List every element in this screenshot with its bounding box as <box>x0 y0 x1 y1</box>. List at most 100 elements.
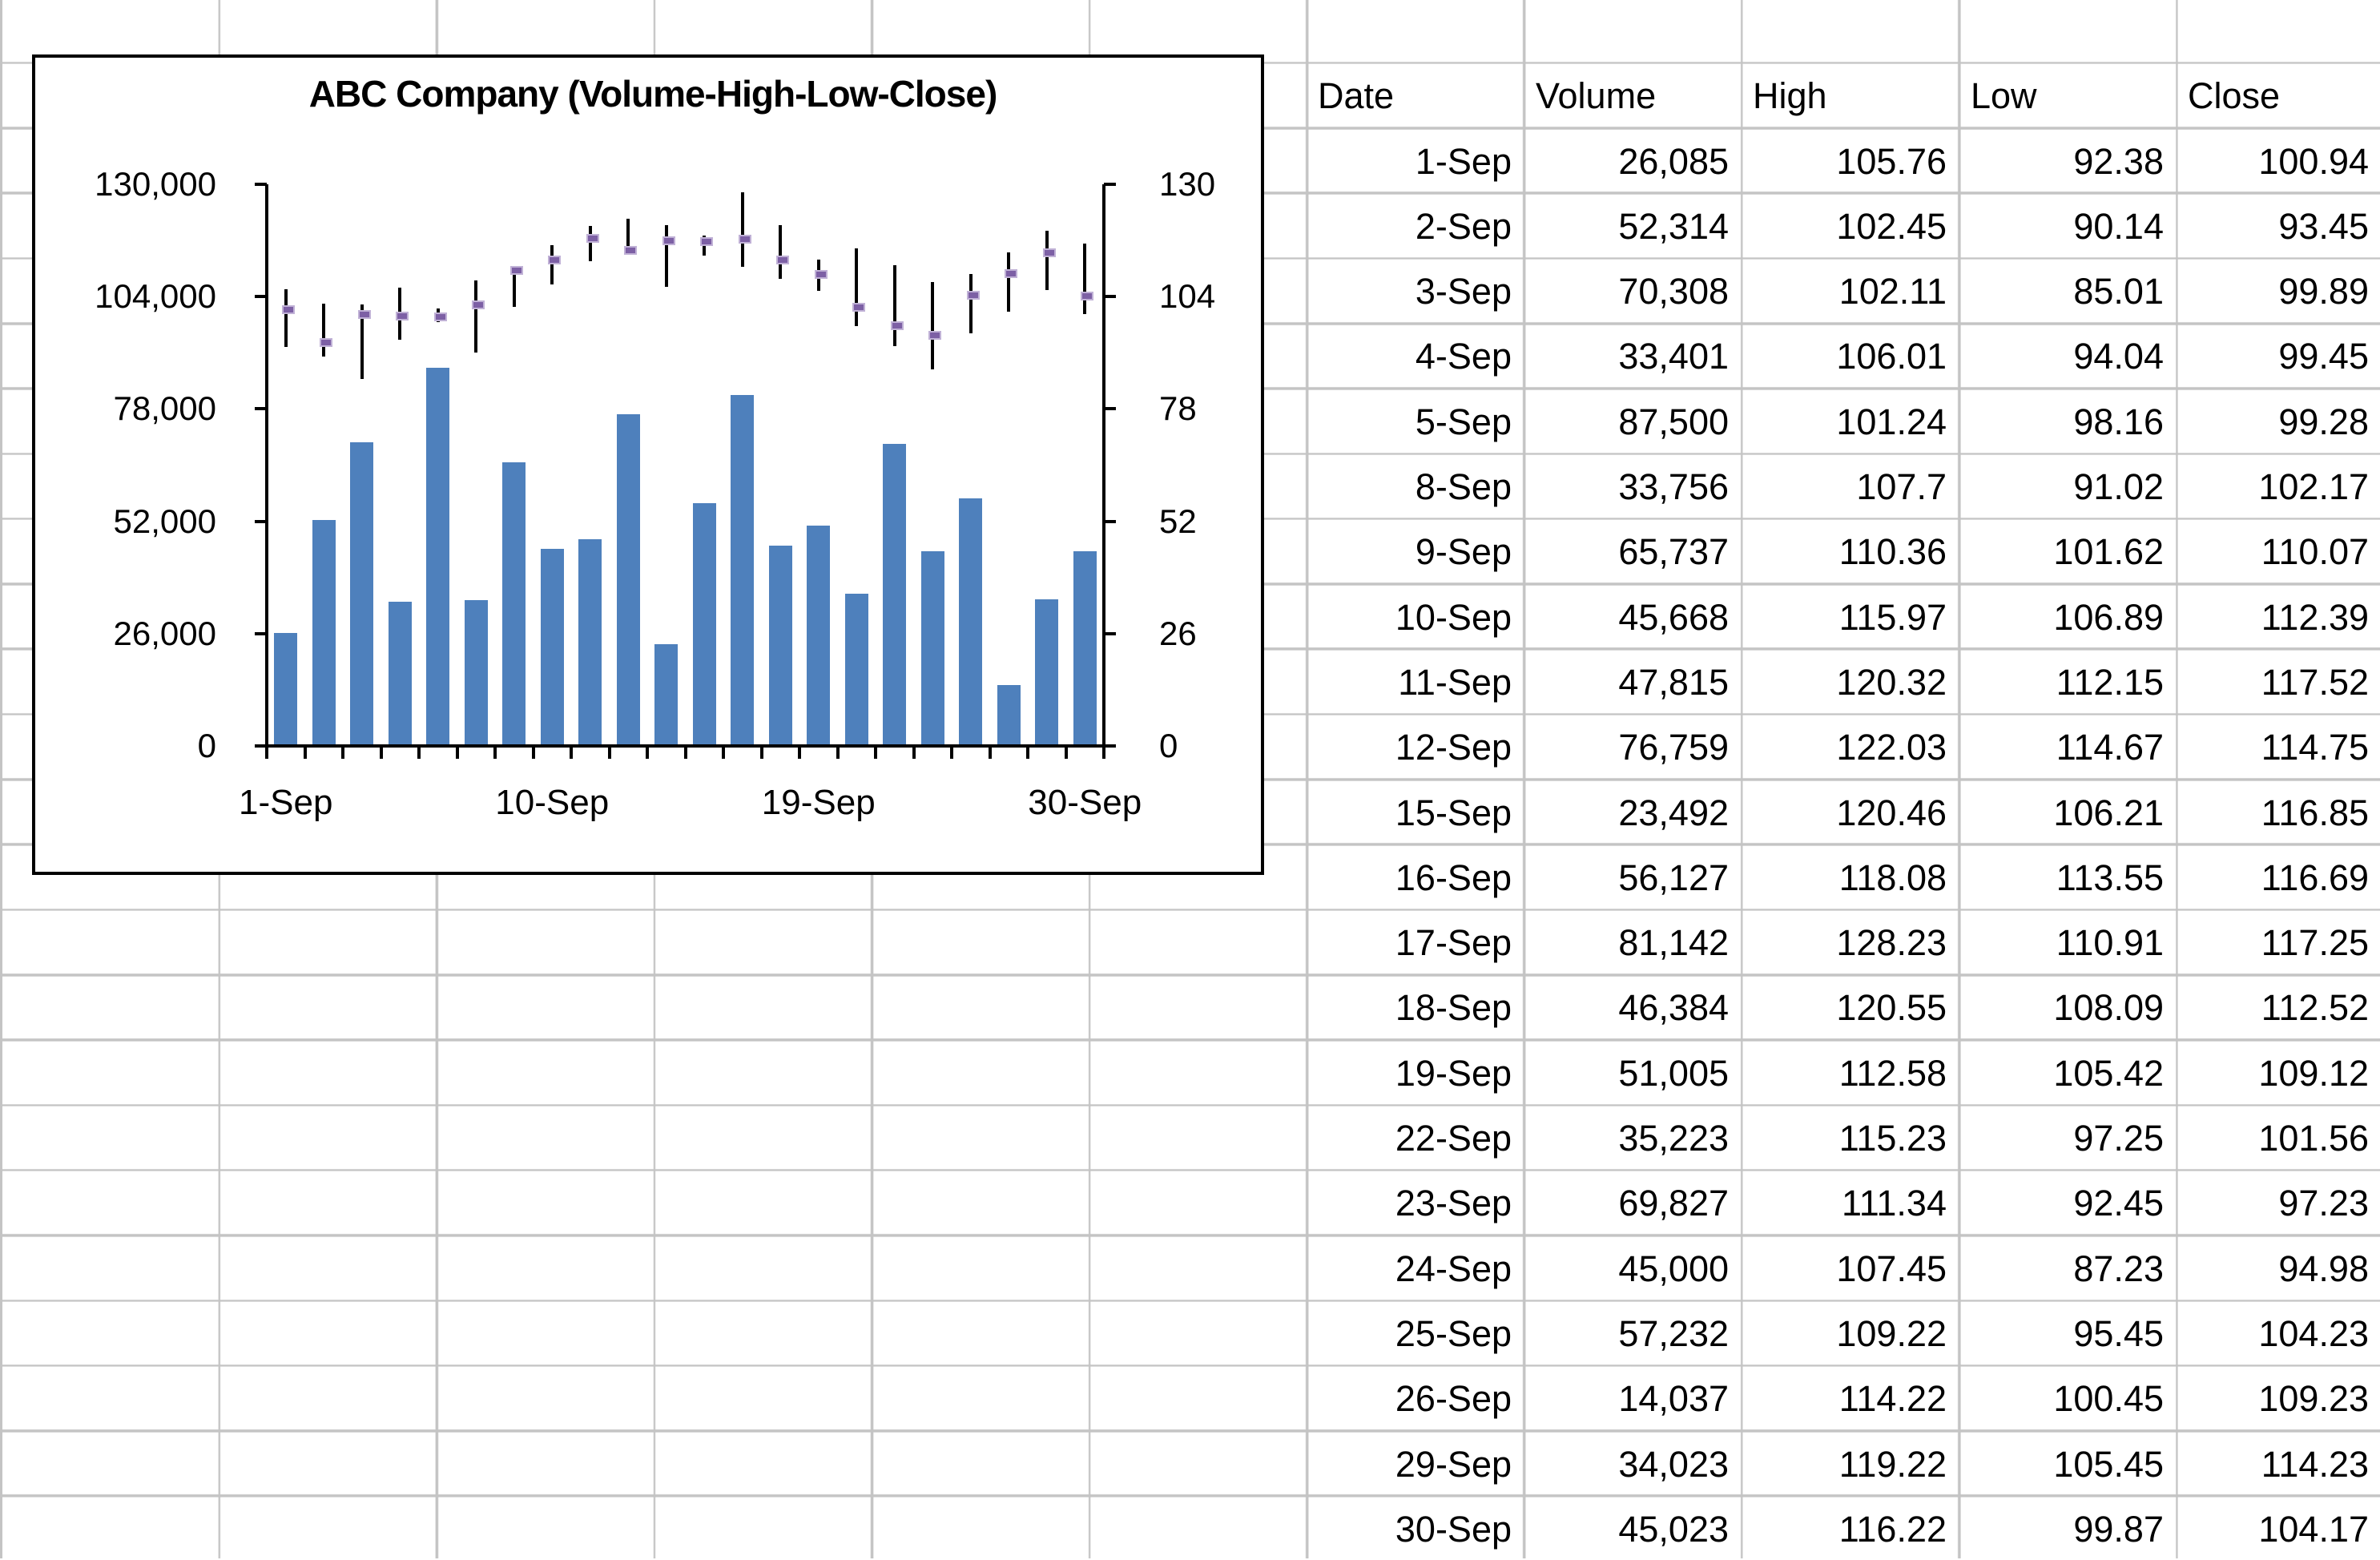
column-header-low[interactable]: Low <box>1971 75 2037 117</box>
date-cell[interactable]: 25-Sep <box>1395 1312 1512 1354</box>
value-cell[interactable]: 94.98 <box>2278 1248 2369 1289</box>
value-cell[interactable]: 110.07 <box>2261 531 2369 573</box>
value-cell[interactable]: 46,384 <box>1618 987 1729 1029</box>
value-cell[interactable]: 99.89 <box>2278 271 2369 312</box>
value-cell[interactable]: 117.52 <box>2261 661 2369 703</box>
date-cell[interactable]: 2-Sep <box>1415 205 1512 247</box>
date-cell[interactable]: 18-Sep <box>1395 987 1512 1029</box>
value-cell[interactable]: 35,223 <box>1618 1118 1729 1159</box>
value-cell[interactable]: 92.38 <box>2073 140 2164 182</box>
value-cell[interactable]: 99.28 <box>2278 401 2369 442</box>
date-cell[interactable]: 30-Sep <box>1395 1508 1512 1550</box>
date-cell[interactable]: 4-Sep <box>1415 336 1512 377</box>
date-cell[interactable]: 5-Sep <box>1415 401 1512 442</box>
value-cell[interactable]: 122.03 <box>1836 727 1947 768</box>
value-cell[interactable]: 116.85 <box>2261 792 2369 833</box>
value-cell[interactable]: 92.45 <box>2073 1183 2164 1224</box>
date-cell[interactable]: 9-Sep <box>1415 531 1512 573</box>
date-cell[interactable]: 11-Sep <box>1398 661 1512 703</box>
value-cell[interactable]: 99.87 <box>2073 1508 2164 1550</box>
value-cell[interactable]: 128.23 <box>1836 922 1947 964</box>
value-cell[interactable]: 119.22 <box>1838 1443 1947 1485</box>
value-cell[interactable]: 107.7 <box>1856 466 1947 508</box>
date-cell[interactable]: 8-Sep <box>1415 466 1512 508</box>
value-cell[interactable]: 70,308 <box>1618 271 1729 312</box>
date-cell[interactable]: 29-Sep <box>1395 1443 1512 1485</box>
value-cell[interactable]: 87,500 <box>1618 401 1729 442</box>
value-cell[interactable]: 76,759 <box>1618 727 1729 768</box>
value-cell[interactable]: 33,401 <box>1618 336 1729 377</box>
value-cell[interactable]: 114.23 <box>2261 1443 2369 1485</box>
value-cell[interactable]: 109.12 <box>2258 1052 2369 1094</box>
value-cell[interactable]: 94.04 <box>2073 336 2164 377</box>
value-cell[interactable]: 105.76 <box>1836 140 1947 182</box>
date-cell[interactable]: 15-Sep <box>1395 792 1512 833</box>
value-cell[interactable]: 105.42 <box>2053 1052 2164 1094</box>
value-cell[interactable]: 95.45 <box>2073 1312 2164 1354</box>
value-cell[interactable]: 51,005 <box>1618 1052 1729 1094</box>
value-cell[interactable]: 47,815 <box>1618 661 1729 703</box>
column-header-date[interactable]: Date <box>1318 75 1395 117</box>
value-cell[interactable]: 45,668 <box>1618 596 1729 638</box>
value-cell[interactable]: 33,756 <box>1618 466 1729 508</box>
value-cell[interactable]: 98.16 <box>2073 401 2164 442</box>
value-cell[interactable]: 120.46 <box>1836 792 1947 833</box>
date-cell[interactable]: 12-Sep <box>1395 727 1512 768</box>
value-cell[interactable]: 116.69 <box>2261 857 2369 898</box>
column-header-high[interactable]: High <box>1753 75 1827 117</box>
date-cell[interactable]: 26-Sep <box>1395 1378 1512 1420</box>
value-cell[interactable]: 45,023 <box>1618 1508 1729 1550</box>
value-cell[interactable]: 109.23 <box>2258 1378 2369 1420</box>
value-cell[interactable]: 117.25 <box>2261 922 2369 964</box>
date-cell[interactable]: 17-Sep <box>1395 922 1512 964</box>
value-cell[interactable]: 105.45 <box>2053 1443 2164 1485</box>
value-cell[interactable]: 99.45 <box>2278 336 2369 377</box>
value-cell[interactable]: 102.45 <box>1836 205 1947 247</box>
value-cell[interactable]: 106.89 <box>2053 596 2164 638</box>
value-cell[interactable]: 112.52 <box>2261 987 2369 1029</box>
value-cell[interactable]: 114.67 <box>2056 727 2164 768</box>
value-cell[interactable]: 57,232 <box>1618 1312 1729 1354</box>
value-cell[interactable]: 112.58 <box>1838 1052 1947 1094</box>
value-cell[interactable]: 97.23 <box>2278 1183 2369 1224</box>
value-cell[interactable]: 111.34 <box>1842 1183 1947 1224</box>
date-cell[interactable]: 3-Sep <box>1415 271 1512 312</box>
value-cell[interactable]: 101.56 <box>2258 1118 2369 1159</box>
value-cell[interactable]: 114.22 <box>1838 1378 1947 1420</box>
value-cell[interactable]: 87.23 <box>2073 1248 2164 1289</box>
date-cell[interactable]: 24-Sep <box>1395 1248 1512 1289</box>
value-cell[interactable]: 100.45 <box>2053 1378 2164 1420</box>
value-cell[interactable]: 81,142 <box>1618 922 1729 964</box>
value-cell[interactable]: 34,023 <box>1618 1443 1729 1485</box>
value-cell[interactable]: 65,737 <box>1618 531 1729 573</box>
value-cell[interactable]: 114.75 <box>2261 727 2369 768</box>
value-cell[interactable]: 118.08 <box>1838 857 1947 898</box>
value-cell[interactable]: 91.02 <box>2073 466 2164 508</box>
column-header-close[interactable]: Close <box>2188 75 2281 117</box>
value-cell[interactable]: 112.39 <box>2261 596 2369 638</box>
value-cell[interactable]: 106.21 <box>2053 792 2164 833</box>
value-cell[interactable]: 45,000 <box>1618 1248 1729 1289</box>
value-cell[interactable]: 113.55 <box>2056 857 2164 898</box>
value-cell[interactable]: 112.15 <box>2056 661 2164 703</box>
value-cell[interactable]: 69,827 <box>1618 1183 1729 1224</box>
value-cell[interactable]: 115.97 <box>1838 596 1947 638</box>
column-header-volume[interactable]: Volume <box>1536 75 1657 117</box>
date-cell[interactable]: 19-Sep <box>1395 1052 1512 1094</box>
value-cell[interactable]: 93.45 <box>2278 205 2369 247</box>
value-cell[interactable]: 110.91 <box>2056 922 2164 964</box>
value-cell[interactable]: 107.45 <box>1836 1248 1947 1289</box>
value-cell[interactable]: 101.24 <box>1836 401 1947 442</box>
value-cell[interactable]: 104.17 <box>2258 1508 2369 1550</box>
value-cell[interactable]: 101.62 <box>2053 531 2164 573</box>
date-cell[interactable]: 22-Sep <box>1395 1118 1512 1159</box>
date-cell[interactable]: 23-Sep <box>1395 1183 1512 1224</box>
value-cell[interactable]: 56,127 <box>1618 857 1729 898</box>
value-cell[interactable]: 115.23 <box>1838 1118 1947 1159</box>
value-cell[interactable]: 23,492 <box>1618 792 1729 833</box>
value-cell[interactable]: 14,037 <box>1618 1378 1729 1420</box>
value-cell[interactable]: 106.01 <box>1836 336 1947 377</box>
value-cell[interactable]: 108.09 <box>2053 987 2164 1029</box>
date-cell[interactable]: 16-Sep <box>1395 857 1512 898</box>
stock-chart[interactable]: ABC Company (Volume-High-Low-Close) 130,… <box>32 54 1264 875</box>
